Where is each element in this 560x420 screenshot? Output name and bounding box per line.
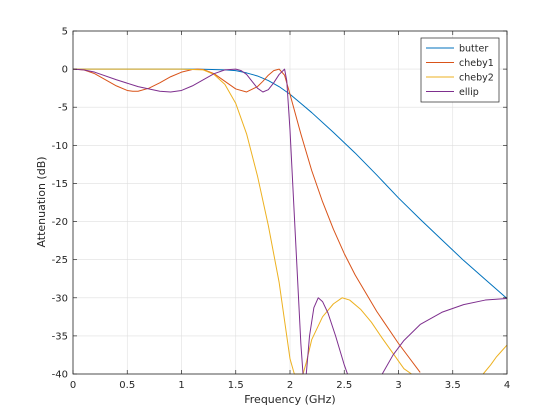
series-line-cheby1	[72, 68, 421, 373]
x-tick-label: 3.5	[445, 380, 461, 391]
y-tick-label: 5	[62, 27, 68, 38]
legend: butter cheby1 cheby2 ellip	[420, 37, 500, 103]
series-line-ellip	[72, 68, 304, 375]
legend-label-ellip: ellip	[459, 87, 479, 98]
x-tick-label: 4	[504, 380, 510, 391]
y-tick-label: -30	[52, 293, 68, 304]
legend-label-butter: butter	[459, 44, 488, 55]
y-tick-label: -25	[52, 255, 68, 266]
x-axis-label: Frequency (GHz)	[244, 393, 335, 406]
y-tick-label: -5	[58, 103, 68, 114]
ticks: 0 0.5 1 1.5 2 2.5 3 3.5 4 -40 -35 -30 -25 -20 -15 -10 -5…	[52, 27, 511, 392]
x-tick-label: 1	[178, 380, 184, 391]
series-line-ellip-tail	[381, 298, 508, 375]
x-tick-label: 3	[395, 380, 401, 391]
x-tick-label: 0	[70, 380, 76, 391]
y-tick-label: -35	[52, 331, 68, 342]
series-line-cheby2-tail	[482, 344, 508, 375]
y-tick-label: 0	[62, 65, 68, 76]
y-tick-label: -15	[52, 179, 68, 190]
series-line-ellip-lobe	[305, 297, 348, 375]
y-tick-label: -40	[52, 370, 68, 381]
legend-label-cheby1: cheby1	[459, 58, 494, 69]
x-tick-label: 2.5	[336, 380, 352, 391]
x-tick-label: 0.5	[119, 380, 135, 391]
x-tick-label: 2	[287, 380, 293, 391]
y-tick-label: -10	[52, 141, 68, 152]
y-tick-label: -20	[52, 217, 68, 228]
x-tick-label: 1.5	[228, 380, 244, 391]
legend-label-cheby2: cheby2	[459, 73, 494, 84]
y-axis-label: Attenuation (dB)	[35, 156, 48, 247]
